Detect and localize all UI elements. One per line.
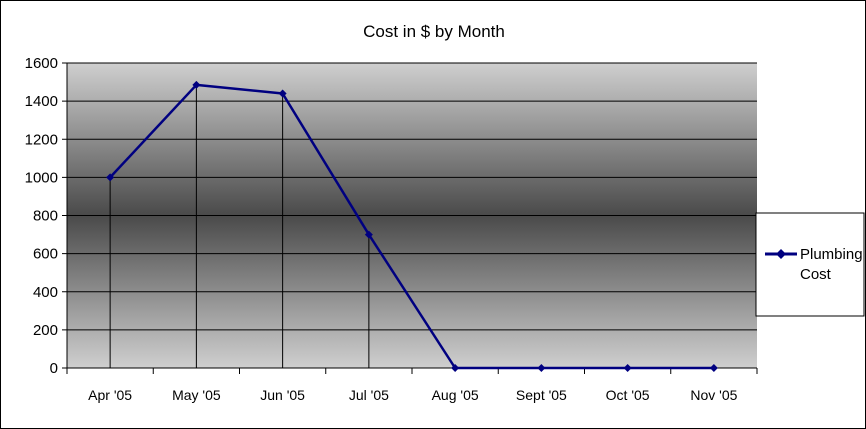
y-tick-label: 800: [33, 208, 58, 225]
data-point: [106, 173, 115, 182]
legend-label-line2: Cost: [800, 266, 832, 283]
x-tick-label: Apr '05: [88, 387, 132, 403]
y-tick-label: 400: [33, 284, 58, 301]
data-point: [278, 89, 287, 98]
data-point: [537, 364, 546, 372]
legend-box: [755, 212, 865, 317]
data-point: [451, 364, 460, 372]
y-tick-label: 1600: [25, 55, 58, 72]
legend-label-line1: Plumbing: [800, 246, 863, 263]
data-point: [709, 364, 718, 372]
x-tick-label: Nov '05: [690, 387, 737, 403]
y-tick-label: 1000: [25, 169, 58, 186]
x-axis: Apr '05 May '05 Jun '05 Jul '05 Aug '05 Sept …: [66, 367, 758, 403]
y-tick-label: 200: [33, 322, 58, 339]
data-point: [623, 364, 632, 372]
legend-label: Plumbing Cost: [800, 246, 865, 283]
y-tick-label: 1400: [25, 93, 58, 110]
drop-lines: [109, 84, 370, 368]
x-tick-label: Jun '05: [260, 387, 305, 403]
x-tick-label: Aug '05: [432, 387, 479, 403]
gridlines: [67, 62, 757, 331]
y-tick-label: 1200: [25, 131, 58, 148]
y-axis: 0 200 400 600 800 1000 1200 1400 1600: [25, 55, 68, 377]
y-tick-label: 0: [50, 360, 58, 377]
data-point: [192, 80, 201, 89]
y-tick-label: 600: [33, 246, 58, 263]
legend-marker: [776, 249, 786, 259]
data-point: [364, 230, 373, 239]
legend: Plumbing Cost: [755, 212, 865, 317]
series-line: [109, 83, 714, 370]
x-tick-label: May '05: [172, 387, 221, 403]
x-tick-label: Jul '05: [349, 387, 389, 403]
x-tick-label: Oct '05: [606, 387, 650, 403]
x-tick-label: Sept '05: [516, 387, 567, 403]
series-plumbing-cost: [106, 80, 718, 372]
chart-title: Cost in $ by Month: [363, 22, 505, 41]
